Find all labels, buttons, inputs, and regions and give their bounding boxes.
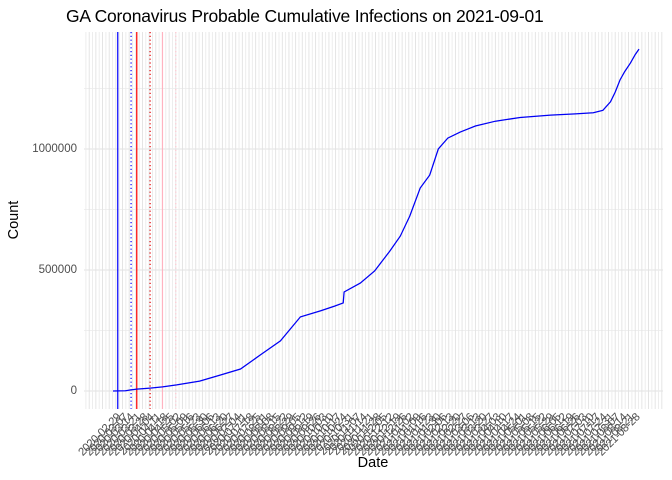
y-tick-label: 500000 [38, 264, 77, 276]
chart-title: GA Coronavirus Probable Cumulative Infec… [66, 6, 544, 26]
series-line [112, 48, 640, 392]
y-tick-label: 1000000 [32, 143, 77, 155]
x-axis-title: Date [357, 455, 389, 471]
y-tick-label: 0 [70, 385, 77, 397]
